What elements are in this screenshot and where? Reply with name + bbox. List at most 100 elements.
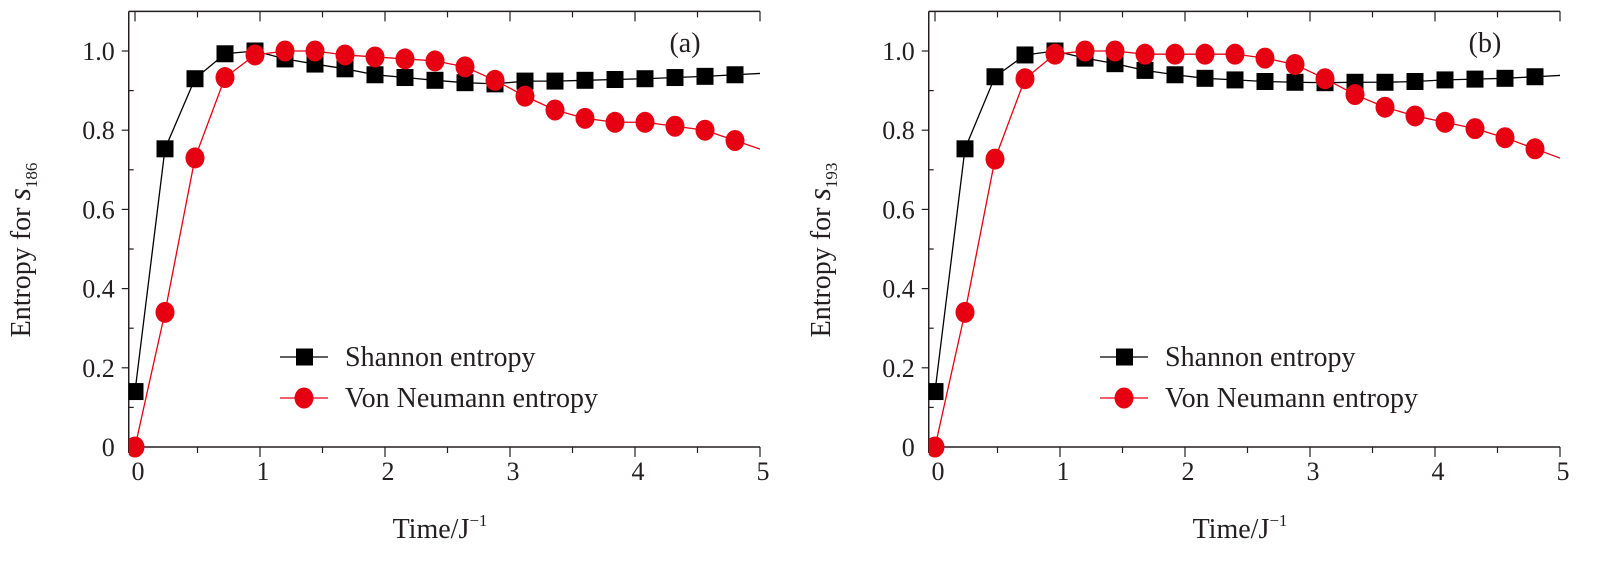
y-tick-label: 0.8 — [882, 116, 915, 145]
data-point-square — [666, 69, 684, 87]
y-axis-title: Entropy for s193 — [801, 163, 841, 338]
series-line — [134, 50, 760, 448]
x-tick-label: 3 — [1307, 457, 1320, 486]
data-point-square — [516, 72, 534, 90]
x-tick-label: 1 — [257, 457, 270, 486]
data-point-circle — [635, 111, 655, 133]
data-point-circle — [215, 67, 235, 89]
data-point-circle — [515, 85, 535, 107]
data-point-circle — [155, 301, 175, 323]
data-point-circle — [1045, 43, 1065, 65]
data-point-circle — [1255, 47, 1275, 69]
legend-square-marker — [296, 348, 313, 366]
data-point-square — [336, 60, 354, 78]
data-point-circle — [928, 436, 945, 458]
panel-b: 0 1 2 3 4 5 0 0.2 0.4 0.6 0.8 1.0 Time/J−1 Entropy fo… — [801, 10, 1570, 545]
data-point-circle — [1105, 40, 1125, 62]
legend-label: Shannon entropy — [1165, 342, 1356, 373]
data-point-square — [726, 66, 744, 84]
y-tick-label: 0.4 — [82, 275, 115, 304]
data-point-circle — [1375, 96, 1395, 118]
y-tick-label: 0 — [102, 433, 115, 462]
data-point-circle — [455, 56, 475, 78]
y-tick-label: 0.6 — [882, 195, 915, 224]
legend: Shannon entropy Von Neumann entropy — [1100, 342, 1418, 414]
panel-a: 0 1 2 3 4 5 0 0.2 0.4 0.6 0.8 1.0 Time/J−1 Entropy fo… — [1, 10, 770, 545]
data-point-square — [1136, 61, 1154, 79]
x-tick-label: 0 — [132, 457, 145, 486]
data-point-circle — [128, 436, 145, 458]
data-point-square — [366, 66, 384, 84]
data-point-square — [606, 71, 624, 89]
series-von-neumann — [928, 40, 1560, 458]
data-point-circle — [395, 48, 415, 70]
data-point-circle — [365, 46, 385, 68]
data-point-circle — [1015, 68, 1035, 90]
data-point-square — [1256, 72, 1274, 90]
data-point-circle — [1495, 127, 1515, 149]
x-tick-label: 1 — [1057, 457, 1070, 486]
data-point-square — [1526, 68, 1544, 86]
data-point-circle — [335, 44, 355, 66]
data-point-circle — [275, 40, 295, 62]
y-tick-label: 0.8 — [82, 116, 115, 145]
data-point-square — [186, 70, 204, 88]
y-tick-label: 1.0 — [882, 37, 915, 66]
data-point-square — [1466, 70, 1484, 88]
y-tick-label: 0.4 — [882, 275, 915, 304]
data-point-circle — [985, 148, 1005, 170]
x-tick-label: 5 — [1557, 457, 1570, 486]
data-point-circle — [185, 147, 205, 169]
data-point-circle — [665, 115, 685, 137]
data-point-square — [1226, 71, 1244, 89]
series-von-neumann — [128, 40, 760, 458]
data-point-circle — [575, 107, 595, 129]
legend-label: Von Neumann entropy — [345, 383, 598, 414]
data-point-circle — [1195, 43, 1215, 65]
data-point-circle — [695, 119, 715, 141]
data-point-circle — [425, 50, 445, 72]
data-point-circle — [1465, 118, 1485, 140]
legend: Shannon entropy Von Neumann entropy — [280, 342, 598, 414]
data-point-circle — [1315, 68, 1335, 90]
data-point-circle — [1165, 43, 1185, 65]
data-point-square — [1166, 66, 1184, 84]
data-point-square — [456, 74, 474, 92]
x-axis-title: Time/J−1 — [393, 511, 488, 545]
y-tick-label: 0.2 — [82, 354, 115, 383]
data-point-circle — [605, 111, 625, 133]
data-point-circle — [1435, 111, 1455, 133]
y-tick-label: 0.2 — [882, 354, 915, 383]
data-point-square — [928, 383, 944, 401]
data-point-square — [396, 69, 414, 87]
panel-label: (a) — [669, 28, 700, 59]
data-point-circle — [1285, 53, 1305, 75]
data-point-circle — [545, 99, 565, 121]
data-point-circle — [1075, 40, 1095, 62]
x-tick-label: 3 — [507, 457, 520, 486]
x-axis-title: Time/J−1 — [1193, 511, 1288, 545]
x-tick-label: 4 — [1432, 457, 1445, 486]
legend-square-marker — [1116, 348, 1133, 366]
data-point-square — [696, 67, 714, 85]
data-point-circle — [1525, 138, 1545, 160]
y-tick-label: 0.6 — [82, 195, 115, 224]
data-point-square — [1376, 73, 1394, 91]
data-point-square — [156, 140, 174, 158]
data-point-square — [1406, 72, 1424, 90]
y-tick-label: 0 — [902, 433, 915, 462]
legend-circle-marker — [294, 387, 314, 409]
data-point-circle — [485, 69, 505, 91]
data-point-square — [216, 45, 234, 63]
legend-circle-marker — [1114, 387, 1134, 409]
data-point-circle — [1345, 84, 1365, 106]
panel-label: (b) — [1469, 28, 1502, 59]
data-point-circle — [955, 301, 975, 323]
data-point-circle — [725, 129, 745, 151]
data-point-circle — [305, 40, 325, 62]
data-point-circle — [245, 44, 265, 66]
y-tick-label: 1.0 — [82, 37, 115, 66]
x-tick-label: 2 — [382, 457, 395, 486]
x-tick-label: 5 — [757, 457, 770, 486]
